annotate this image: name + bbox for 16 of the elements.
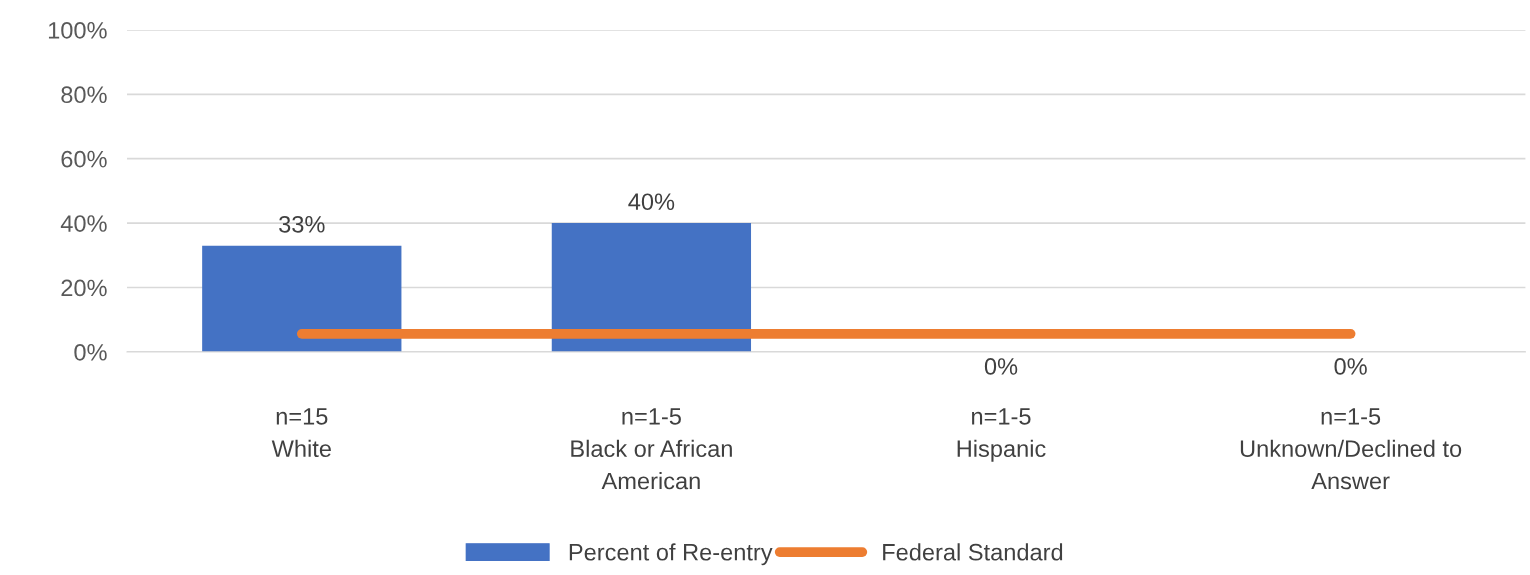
data-label: 0%: [984, 358, 1018, 375]
data-label: 33%: [279, 215, 325, 233]
legend-label: Percent of Re-entry: [569, 543, 773, 566]
x-tick-label: n=1-5 Hispanic: [957, 408, 1046, 462]
y-tick-label: 60%: [61, 150, 107, 168]
y-tick-label: 100%: [48, 21, 107, 39]
y-tick-label: 40%: [60, 215, 107, 232]
legend-label: Federal Standard: [883, 543, 1063, 561]
x-tick-label: n=1-5 Black or African American: [571, 408, 732, 490]
y-tick-label: 80%: [61, 86, 107, 104]
x-tick-label: n=15 White: [271, 408, 331, 458]
y-tick-label: 20%: [61, 279, 107, 297]
y-tick-label: 0%: [74, 343, 107, 361]
data-label: 0%: [1334, 358, 1367, 375]
x-tick-label: n=1-5 Unknown/Declined to Answer: [1240, 408, 1462, 490]
data-label: 40%: [628, 193, 675, 211]
